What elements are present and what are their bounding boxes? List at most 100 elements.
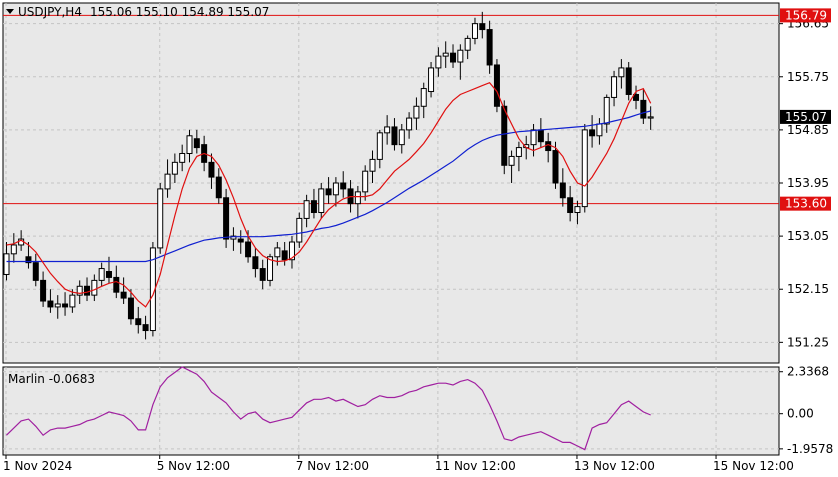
moving-averages	[6, 81, 652, 308]
oscillator-tick-label: -1.9578	[787, 442, 833, 456]
candle-body	[223, 197, 230, 240]
price-tick-label: 151.25	[787, 335, 829, 349]
price-axis: 156.65155.75154.85153.95153.05152.15151.…	[779, 8, 833, 456]
candle-body	[69, 294, 76, 308]
price-tick-label: 155.75	[787, 70, 829, 84]
candle-body	[384, 126, 391, 134]
current-price-tag	[780, 109, 831, 124]
candle-body	[428, 67, 435, 93]
level-tag	[780, 8, 831, 23]
candle-body	[406, 117, 413, 131]
candle-body	[98, 268, 105, 281]
candle-body	[603, 96, 610, 125]
candle-body	[325, 188, 332, 196]
candle-body	[530, 129, 537, 146]
candle-body	[127, 297, 134, 320]
candle-body	[76, 285, 83, 296]
price-tick-label: 153.95	[787, 176, 829, 190]
price-tick-label: 153.05	[787, 229, 829, 243]
candle-body	[47, 300, 54, 308]
candle-body	[281, 250, 288, 261]
ma-slow-line	[6, 110, 651, 263]
level-tag-label: 156.79	[785, 8, 827, 22]
candle-body	[157, 188, 164, 249]
ohlc-label: 155.06 155.10 154.89 155.07	[90, 5, 269, 19]
candle-body	[567, 197, 574, 214]
candle-body	[91, 279, 98, 296]
oscillator	[6, 366, 651, 451]
ma-fast-line	[6, 81, 652, 308]
candle-body	[193, 138, 200, 149]
candles	[3, 11, 654, 340]
candle-body	[303, 200, 310, 219]
time-tick-label: 7 Nov 12:00	[296, 459, 369, 473]
candle-body	[237, 238, 244, 243]
oscillator-line	[6, 366, 651, 451]
oscillator-plot-area	[2, 366, 780, 456]
candle-body	[208, 161, 215, 178]
candle-body	[245, 241, 252, 258]
time-tick-label: 5 Nov 12:00	[157, 459, 230, 473]
level-tag	[780, 196, 831, 211]
time-tick-label: 1 Nov 2024	[3, 459, 72, 473]
candle-body	[62, 303, 69, 308]
candle-body	[589, 129, 596, 137]
candle-body	[362, 170, 369, 193]
candle-body	[559, 182, 566, 199]
candle-body	[54, 303, 61, 308]
candle-body	[40, 279, 47, 302]
candle-body	[120, 291, 127, 299]
candle-body	[186, 135, 193, 154]
candle-body	[479, 23, 486, 31]
level-tag-label: 153.60	[785, 197, 827, 211]
candle-body	[32, 262, 39, 281]
candle-body	[10, 244, 17, 255]
candle-body	[340, 182, 347, 190]
current-price-label: 155.07	[785, 110, 827, 124]
candle-body	[113, 276, 120, 293]
candle-body	[369, 158, 376, 172]
candle-body	[332, 182, 339, 196]
price-tick-label: 154.85	[787, 123, 829, 137]
candle-body	[515, 147, 522, 157]
candle-body	[274, 247, 281, 258]
time-tick-label: 15 Nov 12:00	[713, 459, 794, 473]
candle-body	[354, 191, 361, 205]
candle-body	[493, 64, 500, 107]
candle-body	[435, 55, 442, 69]
candle-body	[442, 52, 449, 57]
candle-body	[640, 99, 647, 119]
candle-body	[171, 161, 178, 175]
candle-body	[391, 126, 398, 146]
candle-body	[84, 285, 91, 296]
candle-body	[574, 206, 581, 214]
candle-body	[105, 271, 112, 278]
candle-body	[618, 67, 625, 78]
candle-body	[471, 23, 478, 39]
candle-body	[164, 173, 171, 190]
candle-body	[552, 150, 559, 184]
candle-body	[581, 129, 588, 208]
candle-body	[647, 116, 654, 119]
horizontal-levels	[3, 14, 779, 205]
time-tick-label: 13 Nov 12:00	[574, 459, 655, 473]
candle-body	[464, 37, 471, 51]
candle-body	[486, 29, 493, 66]
candle-body	[611, 76, 618, 98]
candle-body	[179, 152, 186, 163]
candle-body	[267, 256, 274, 281]
candle-body	[3, 253, 10, 275]
candle-body	[596, 123, 603, 137]
candle-body	[501, 105, 508, 166]
oscillator-title: Marlin -0.0683	[8, 372, 95, 386]
candle-body	[25, 256, 32, 264]
candle-body	[288, 241, 295, 261]
dropdown-triangle-icon[interactable]	[6, 9, 14, 14]
candle-body	[457, 49, 464, 63]
time-axis: 1 Nov 2024 5 Nov 12:00 7 Nov 12:00 11 Nov 1…	[3, 455, 794, 473]
candle-body	[252, 256, 259, 270]
candle-body	[413, 105, 420, 119]
candle-body	[420, 88, 427, 107]
candle-body	[318, 188, 325, 214]
